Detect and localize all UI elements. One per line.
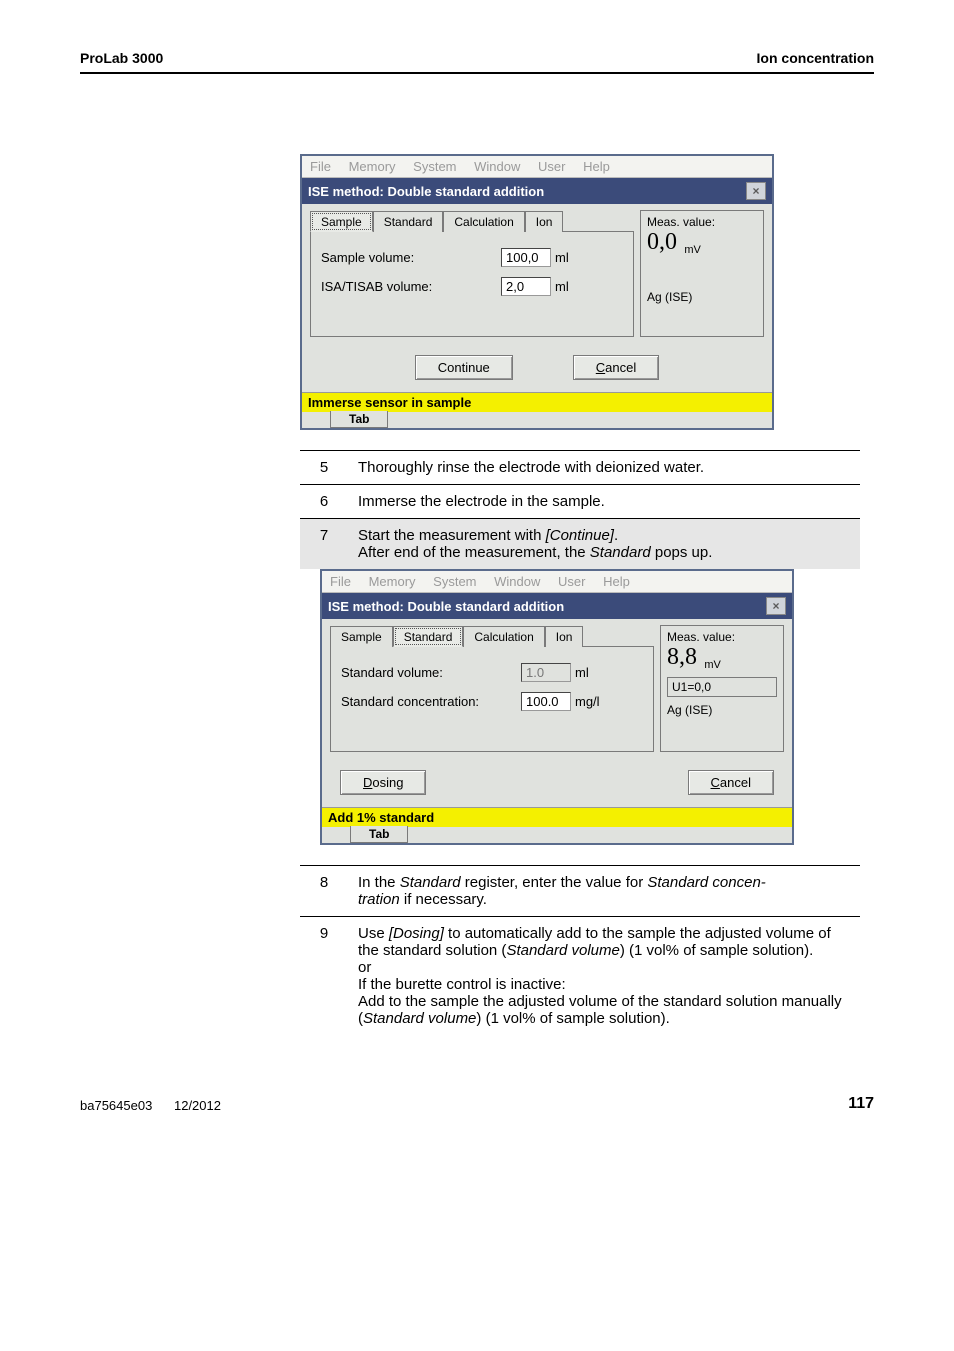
tab-calculation[interactable]: Calculation xyxy=(443,211,524,232)
status-bar: Add 1% standard xyxy=(322,807,792,827)
tab-stub: Tab xyxy=(330,411,388,428)
footer-code: ba75645e03 xyxy=(80,1098,152,1113)
dosing-button[interactable]: Dosing xyxy=(340,770,426,795)
menu-window[interactable]: Window xyxy=(494,574,540,589)
footer-date: 12/2012 xyxy=(174,1098,221,1113)
meas-value: 8,8 xyxy=(667,644,697,670)
step-text: In the Standard register, enter the valu… xyxy=(348,866,860,917)
tab-standard[interactable]: Standard xyxy=(373,211,444,232)
cancel-button[interactable]: Cancel xyxy=(573,355,659,380)
std-conc-label: Standard concentration: xyxy=(341,694,521,709)
std-volume-input: 1.0 xyxy=(521,663,571,682)
close-icon[interactable]: × xyxy=(766,597,786,615)
tab-sample[interactable]: Sample xyxy=(310,211,373,232)
isa-volume-input[interactable]: 2,0 xyxy=(501,277,551,296)
page-number: 117 xyxy=(848,1095,874,1113)
step-text: Start the measurement with [Continue].Af… xyxy=(348,519,860,570)
sample-volume-input[interactable]: 100,0 xyxy=(501,248,551,267)
menu-system[interactable]: System xyxy=(413,159,456,174)
tab-stub: Tab xyxy=(350,826,408,843)
continue-button[interactable]: Continue xyxy=(415,355,513,380)
std-volume-unit: ml xyxy=(575,665,589,680)
dialog-ise-sample: File Memory System Window User Help ISE … xyxy=(300,154,774,430)
menu-file[interactable]: File xyxy=(330,574,351,589)
isa-volume-label: ISA/TISAB volume: xyxy=(321,279,501,294)
std-volume-label: Standard volume: xyxy=(341,665,521,680)
dialog-title: ISE method: Double standard addition xyxy=(328,599,564,614)
meas-unit: mV xyxy=(684,244,701,256)
step-num: 5 xyxy=(300,451,348,485)
step-num: 6 xyxy=(300,485,348,519)
sample-volume-unit: ml xyxy=(555,250,569,265)
meas-label: Meas. value: xyxy=(647,215,757,229)
meas-value: 0,0 xyxy=(647,229,677,255)
menu-window[interactable]: Window xyxy=(474,159,520,174)
meas-label: Meas. value: xyxy=(667,630,777,644)
tab-calculation[interactable]: Calculation xyxy=(463,626,544,647)
sample-volume-label: Sample volume: xyxy=(321,250,501,265)
steps-table-1: 5 Thoroughly rinse the electrode with de… xyxy=(300,450,860,569)
menu-user[interactable]: User xyxy=(538,159,565,174)
u1-box: U1=0,0 xyxy=(667,677,777,697)
menu-bar: File Memory System Window User Help xyxy=(302,156,772,178)
cancel-button[interactable]: Cancel xyxy=(688,770,774,795)
menu-user[interactable]: User xyxy=(558,574,585,589)
std-conc-input[interactable]: 100.0 xyxy=(521,692,571,711)
step-text: Immerse the electrode in the sample. xyxy=(348,485,860,519)
std-conc-unit: mg/l xyxy=(575,694,600,709)
tab-ion[interactable]: Ion xyxy=(545,626,584,647)
dialog-ise-standard: File Memory System Window User Help ISE … xyxy=(320,569,794,845)
step-text: Use [Dosing] to automatically add to the… xyxy=(348,917,860,1036)
doc-title-left: ProLab 3000 xyxy=(80,50,163,66)
step-num: 9 xyxy=(300,917,348,1036)
menu-system[interactable]: System xyxy=(433,574,476,589)
steps-table-2: 8 In the Standard register, enter the va… xyxy=(300,865,860,1035)
menu-file[interactable]: File xyxy=(310,159,331,174)
tab-sample[interactable]: Sample xyxy=(330,626,393,647)
menu-memory[interactable]: Memory xyxy=(369,574,416,589)
isa-volume-unit: ml xyxy=(555,279,569,294)
menu-memory[interactable]: Memory xyxy=(349,159,396,174)
dialog-title: ISE method: Double standard addition xyxy=(308,184,544,199)
meas-unit: mV xyxy=(704,659,721,671)
meas-extra: Ag (ISE) xyxy=(647,290,757,304)
menu-bar: File Memory System Window User Help xyxy=(322,571,792,593)
meas-extra: Ag (ISE) xyxy=(667,703,777,717)
step-num: 8 xyxy=(300,866,348,917)
tab-ion[interactable]: Ion xyxy=(525,211,564,232)
close-icon[interactable]: × xyxy=(746,182,766,200)
step-text: Thoroughly rinse the electrode with deio… xyxy=(348,451,860,485)
menu-help[interactable]: Help xyxy=(583,159,610,174)
step-num: 7 xyxy=(300,519,348,570)
tab-standard[interactable]: Standard xyxy=(393,626,464,647)
status-bar: Immerse sensor in sample xyxy=(302,392,772,412)
menu-help[interactable]: Help xyxy=(603,574,630,589)
doc-title-right: Ion concentration xyxy=(757,50,874,66)
